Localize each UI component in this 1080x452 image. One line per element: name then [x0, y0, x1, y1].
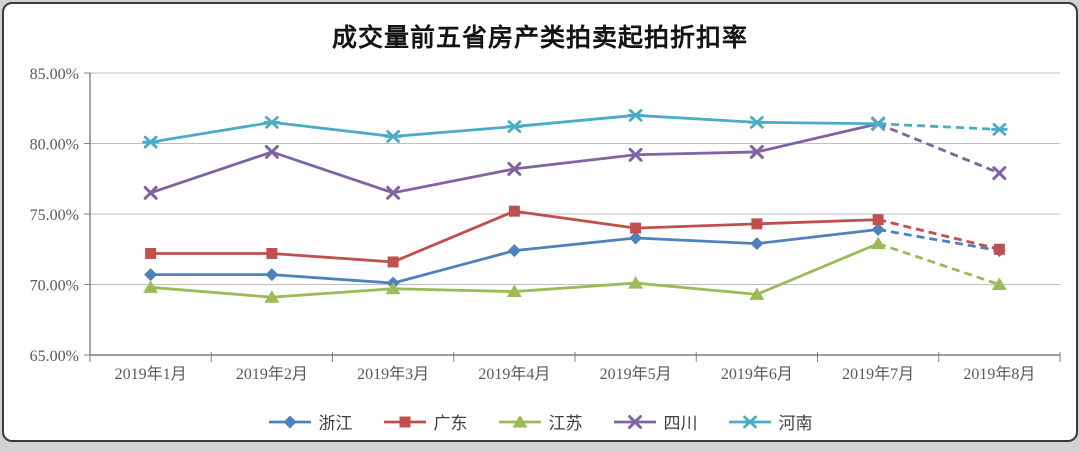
marker-square-guangdong: [630, 222, 642, 234]
marker-diamond-zhejiang: [750, 237, 764, 251]
series-line-dashed-zhejiang: [877, 228, 1000, 253]
marker-triangle-jiangsu: [870, 236, 886, 250]
marker-triangle-jiangsu-legend: [512, 414, 527, 427]
marker-diamond-zhejiang: [144, 268, 158, 282]
legend-label-henan: 河南: [778, 414, 813, 433]
series-line-henan: [150, 113, 879, 144]
marker-x-sichuan-legend: [627, 414, 642, 429]
legend-marker-zhejiang: [268, 415, 311, 428]
series-line-dashed-jiangsu: [877, 242, 1000, 286]
marker-triangle-jiangsu: [143, 280, 159, 293]
marker-star-henan: [990, 123, 1008, 136]
y-axis-tick-label: 75.00%: [30, 207, 79, 224]
marker-triangle-jiangsu: [506, 284, 522, 298]
y-axis-tick-label: 80.00%: [30, 137, 79, 154]
marker-x-sichuan: [992, 166, 1007, 181]
marker-square-guangdong: [993, 243, 1005, 255]
x-axis-tick-label: 2019年3月: [357, 365, 429, 383]
marker-square-guangdong: [387, 256, 399, 268]
marker-square-guangdong: [751, 218, 763, 230]
y-axis-tick-label: 85.00%: [30, 66, 79, 83]
legend-label-zhejiang: 浙江: [318, 414, 353, 433]
legend-item-henan: 河南: [728, 409, 813, 434]
marker-star-henan-legend: [741, 415, 758, 428]
series-line-dashed-henan: [878, 122, 1000, 131]
x-axis-tick-label: 2019年5月: [600, 365, 672, 383]
y-axis-tick-label: 70.00%: [30, 278, 79, 295]
marker-star-henan: [142, 135, 160, 149]
marker-star-henan: [748, 115, 766, 129]
marker-square-guangdong: [145, 247, 157, 259]
line-chart: 85.00% 80.00% 75.00% 70.00% 65.00% 2019年1月 201…: [30, 66, 1061, 383]
marker-star-henan: [869, 117, 887, 131]
marker-triangle-jiangsu: [628, 276, 644, 289]
marker-triangle-jiangsu: [385, 281, 401, 295]
marker-square-guangdong-legend: [399, 416, 410, 427]
legend-marker-jiangsu: [498, 414, 541, 427]
x-axis-tick-label: 2019年1月: [115, 365, 187, 383]
legend-item-jiangsu: 江苏: [498, 409, 583, 434]
legend-marker-sichuan: [613, 414, 656, 429]
marker-square-guangdong: [508, 205, 520, 217]
legend-marker-henan: [728, 415, 771, 428]
x-axis-tick-label: 2019年6月: [721, 365, 793, 383]
series-line-dashed-sichuan: [877, 122, 1000, 175]
marker-diamond-zhejiang: [265, 268, 279, 282]
marker-x-sichuan: [749, 144, 764, 159]
marker-square-guangdong: [872, 214, 884, 226]
marker-diamond-zhejiang: [507, 244, 521, 258]
marker-x-sichuan: [386, 185, 401, 200]
legend-label-jiangsu: 江苏: [548, 414, 583, 433]
marker-x-sichuan: [143, 185, 158, 200]
marker-x-sichuan: [628, 147, 643, 162]
legend-label-guangdong: 广东: [433, 414, 468, 433]
marker-triangle-jiangsu: [991, 277, 1007, 290]
marker-star-henan: [384, 130, 402, 143]
marker-square-guangdong: [266, 247, 278, 259]
x-axis-tick-label: 2019年4月: [478, 365, 550, 383]
x-axis-tick-label: 2019年7月: [842, 365, 914, 383]
marker-diamond-zhejiang-legend: [283, 415, 296, 428]
legend-label-sichuan: 四川: [663, 414, 698, 433]
chart-card: 成交量前五省房产类拍卖起拍折扣率 85.00% 80.00% 75.00% 70.00…: [2, 2, 1078, 442]
series-line-sichuan: [150, 122, 879, 195]
marker-x-sichuan: [507, 161, 522, 176]
marker-x-sichuan: [264, 144, 279, 159]
legend-marker-guangdong: [383, 416, 426, 427]
marker-star-henan: [505, 120, 523, 133]
marker-triangle-jiangsu: [749, 287, 765, 300]
series-line-dashed-guangdong: [877, 218, 1000, 251]
x-axis-tick-label: 2019年2月: [236, 365, 308, 383]
marker-star-henan: [627, 108, 645, 122]
y-axis-tick-label: 65.00%: [30, 348, 79, 365]
marker-triangle-jiangsu: [264, 290, 280, 303]
legend-item-sichuan: 四川: [613, 409, 698, 434]
marker-star-henan: [263, 115, 281, 129]
x-axis-tick-label: 2019年8月: [963, 365, 1035, 383]
legend-item-zhejiang: 浙江: [268, 409, 353, 434]
chart-legend: 浙江 广东 江苏 四川 河南: [4, 409, 1076, 434]
chart-title: 成交量前五省房产类拍卖起拍折扣率: [331, 25, 748, 52]
marker-diamond-zhejiang: [871, 223, 885, 237]
legend-item-guangdong: 广东: [383, 409, 468, 434]
marker-diamond-zhejiang: [629, 231, 643, 245]
